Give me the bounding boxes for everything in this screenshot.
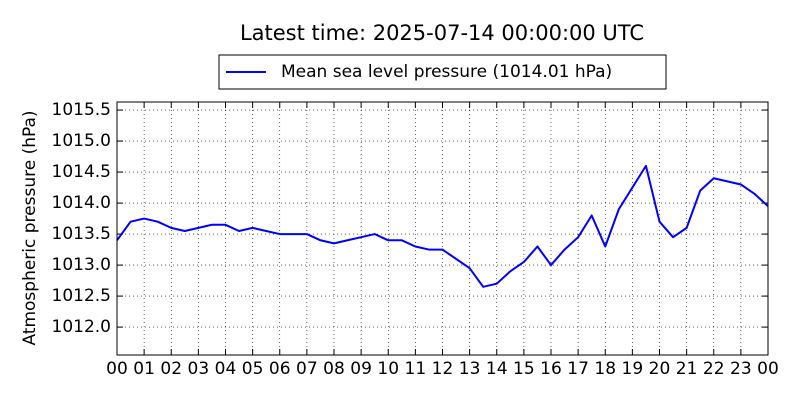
y-axis-label: Atmospheric pressure (hPa) bbox=[20, 110, 40, 345]
y-tick-label: 1013.5 bbox=[52, 224, 111, 244]
x-tick-label: 04 bbox=[215, 359, 237, 379]
x-tick-label: 06 bbox=[269, 359, 291, 379]
x-tick-label: 07 bbox=[296, 359, 318, 379]
legend-box bbox=[218, 54, 667, 90]
y-tick-label: 1012.0 bbox=[52, 317, 111, 337]
x-tick-label: 19 bbox=[622, 359, 644, 379]
x-tick-label: 09 bbox=[350, 359, 372, 379]
x-tick-label: 02 bbox=[160, 359, 182, 379]
y-tick-label: 1014.0 bbox=[52, 193, 111, 213]
x-tick-label: 16 bbox=[540, 359, 562, 379]
data-line bbox=[116, 164, 769, 288]
x-tick-label: 20 bbox=[649, 359, 671, 379]
plot-frame bbox=[116, 101, 769, 356]
x-tick-label: 03 bbox=[188, 359, 210, 379]
x-tick-label: 00 bbox=[106, 359, 128, 379]
x-tick-label: 17 bbox=[567, 359, 589, 379]
legend-label: Mean sea level pressure (1014.01 hPa) bbox=[281, 62, 612, 82]
y-tick-label: 1012.5 bbox=[52, 286, 111, 306]
chart-title: Latest time: 2025-07-14 00:00:00 UTC bbox=[240, 21, 644, 45]
x-tick-label: 15 bbox=[513, 359, 535, 379]
x-tick-label: 12 bbox=[432, 359, 454, 379]
x-tick-label: 01 bbox=[133, 359, 155, 379]
x-tick-label: 23 bbox=[730, 359, 752, 379]
x-tick-label: 14 bbox=[486, 359, 508, 379]
y-tick-label: 1013.0 bbox=[52, 255, 111, 275]
x-tick-label: 05 bbox=[242, 359, 264, 379]
x-tick-label: 10 bbox=[377, 359, 399, 379]
y-tick-label: 1015.5 bbox=[52, 100, 111, 120]
x-tick-label: 08 bbox=[323, 359, 345, 379]
y-tick-label: 1014.5 bbox=[52, 162, 111, 182]
x-tick-label: 11 bbox=[405, 359, 427, 379]
x-tick-label: 22 bbox=[703, 359, 725, 379]
x-tick-label: 13 bbox=[459, 359, 481, 379]
y-tick-label: 1015.0 bbox=[52, 131, 111, 151]
x-tick-label: 18 bbox=[594, 359, 616, 379]
x-tick-label: 21 bbox=[676, 359, 698, 379]
x-tick-label: 00 bbox=[757, 359, 779, 379]
